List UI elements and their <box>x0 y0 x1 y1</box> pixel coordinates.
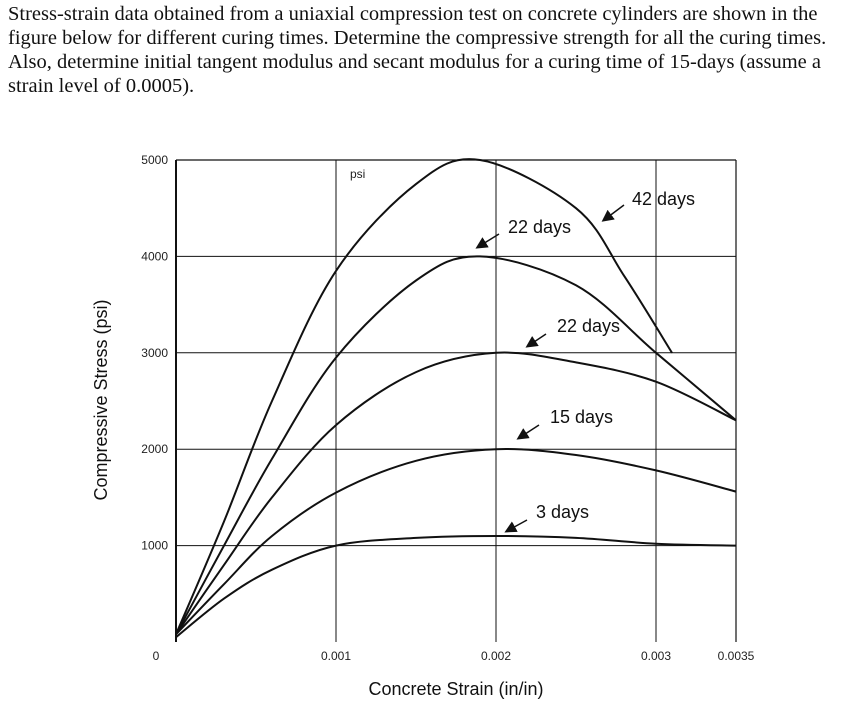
curve-label-arrow-0 <box>504 519 528 533</box>
y-tick-label: 3000 <box>141 346 168 360</box>
curve-label-0: 3 days <box>536 502 589 522</box>
curve-label-arrow-3 <box>475 233 500 249</box>
x-axis-label: Concrete Strain (in/in) <box>368 679 543 699</box>
x-tick-label: 0.002 <box>481 649 511 663</box>
y-axis-label: Compressive Stress (psi) <box>91 299 111 500</box>
series-line-4 <box>175 158 673 635</box>
series-line-1 <box>175 448 737 635</box>
curves <box>175 158 737 638</box>
grid <box>176 159 736 642</box>
unit-label: psi <box>350 167 365 181</box>
x-tick-label: 0.001 <box>321 649 351 663</box>
plot-frame <box>175 159 737 642</box>
y-tick-label: 4000 <box>141 249 168 263</box>
series-line-0 <box>175 534 737 638</box>
x-tick-label: 0 <box>153 649 160 663</box>
curve-label-arrow-4 <box>601 204 625 222</box>
y-tick-label: 5000 <box>141 153 168 167</box>
curve-label-3: 22 days <box>508 217 571 237</box>
curve-label-4: 42 days <box>632 189 695 209</box>
tick-labels: 1000 2000 3000 4000 5000 0 0.001 0.002 0.003 0.00… <box>141 153 754 663</box>
curve-label-2: 22 days <box>557 316 620 336</box>
series-line-2 <box>175 351 737 635</box>
series-line-3 <box>175 255 737 635</box>
x-tick-label: 0.0035 <box>718 649 755 663</box>
curve-annotations: 3 days 15 days 22 days 22 days 42 days <box>475 189 695 533</box>
problem-statement: Stress-strain data obtained from a uniax… <box>8 3 827 97</box>
y-tick-label: 1000 <box>141 539 168 553</box>
curve-label-arrow-2 <box>525 333 547 348</box>
curve-label-1: 15 days <box>550 407 613 427</box>
x-tick-label: 0.003 <box>641 649 671 663</box>
y-tick-label: 2000 <box>141 442 168 456</box>
curve-label-arrow-1 <box>516 424 540 440</box>
